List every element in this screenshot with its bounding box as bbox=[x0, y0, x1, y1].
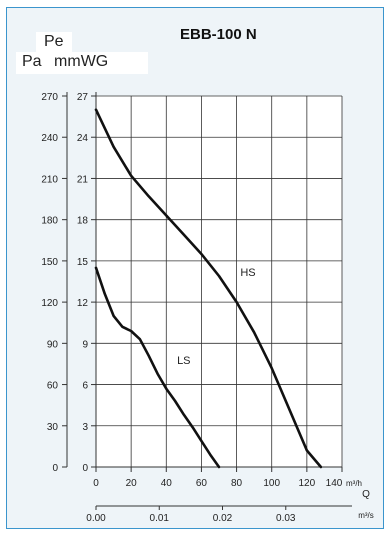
x-tick-label-m3h: 40 bbox=[161, 478, 173, 489]
y-unit-mmwg: mmWG bbox=[54, 53, 109, 70]
y-tick-label-mmwg: 24 bbox=[77, 133, 89, 144]
chart-title: EBB-100 N bbox=[180, 26, 257, 43]
curve-hs bbox=[94, 108, 323, 469]
y-tick-label-mmwg: 15 bbox=[77, 257, 89, 268]
curve-ls bbox=[94, 266, 221, 469]
x-tick-label-m3h: 120 bbox=[299, 478, 316, 489]
y-tick-label-pa: 180 bbox=[41, 216, 58, 227]
series-label-hs: HS bbox=[240, 267, 255, 279]
y-tick-label-pa: 210 bbox=[41, 174, 58, 185]
y-tick-label-mmwg: 12 bbox=[77, 298, 89, 309]
y-tick-label-pa: 90 bbox=[47, 339, 59, 350]
y-axis-units: Pa mmWG bbox=[16, 52, 148, 74]
y-tick-label-mmwg: 6 bbox=[82, 381, 88, 392]
x-tick-label-m3h: 100 bbox=[263, 478, 280, 489]
x-unit-m3s: m³/s bbox=[358, 511, 374, 520]
x-tick-label-m3h: 0 bbox=[93, 478, 99, 489]
x-tick-label-m3h: 140 bbox=[326, 478, 343, 489]
y-tick-label-pa: 270 bbox=[41, 92, 58, 103]
y-tick-label-pa: 240 bbox=[41, 133, 58, 144]
y-tick-label-mmwg: 27 bbox=[77, 92, 89, 103]
y-tick-label-mmwg: 9 bbox=[82, 339, 88, 350]
x-tick-label-m3h: 20 bbox=[126, 478, 138, 489]
y-tick-label-mmwg: 21 bbox=[77, 174, 89, 185]
y-tick-label-pa: 0 bbox=[52, 463, 58, 474]
series-label-ls: LS bbox=[177, 355, 190, 367]
x-tick-label-m3h: 80 bbox=[231, 478, 243, 489]
y-tick-label-pa: 30 bbox=[47, 422, 59, 433]
x-tick-label-m3s: 0.01 bbox=[150, 513, 170, 524]
y-tick-label-mmwg: 18 bbox=[77, 216, 89, 227]
x-axis-label-q: Q bbox=[362, 489, 370, 500]
x-tick-label-m3s: 0.02 bbox=[213, 513, 233, 524]
x-tick-label-m3s: 0.00 bbox=[86, 513, 106, 524]
y-tick-label-pa: 120 bbox=[41, 298, 58, 309]
y-axis-label-pe: Pe bbox=[36, 32, 72, 52]
x-tick-label-m3h: 60 bbox=[196, 478, 208, 489]
y-unit-pa: Pa bbox=[22, 53, 42, 70]
y-tick-label-pa: 150 bbox=[41, 257, 58, 268]
x-tick-label-m3s: 0.03 bbox=[276, 513, 296, 524]
y-tick-label-pa: 60 bbox=[47, 381, 59, 392]
x-unit-m3h: m³/h bbox=[346, 479, 362, 488]
y-tick-label-mmwg: 0 bbox=[82, 463, 88, 474]
y-tick-label-mmwg: 3 bbox=[82, 422, 88, 433]
curves: HS LS bbox=[94, 108, 323, 469]
plot-area bbox=[96, 96, 342, 467]
axes bbox=[62, 92, 352, 510]
